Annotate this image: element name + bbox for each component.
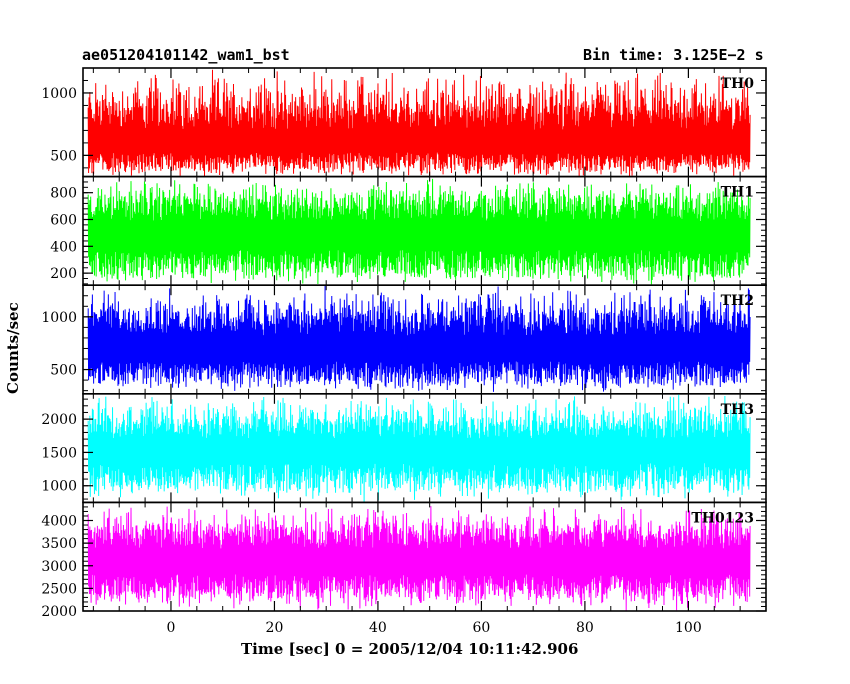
series-line-th0123: [87, 506, 751, 611]
x-tick-label: 0: [167, 620, 176, 636]
y-tick-label: 800: [50, 186, 77, 202]
x-axis-label: Time [sec] 0 = 2005/12/04 10:11:42.906: [241, 640, 579, 658]
panel-th1: 200 400 600 800 TH1: [50, 175, 767, 287]
panel-th0123: 2000 2500 3000 3500 4000 TH0123: [41, 501, 767, 620]
series-line-th3: [87, 394, 751, 503]
y-tick-label: 1000: [41, 86, 77, 102]
y-tick-label: 2500: [41, 581, 77, 597]
y-tick-label: 3000: [41, 559, 77, 575]
chart-title: ae051204101142_wam1_bst: [82, 46, 290, 64]
series-line-th1: [87, 178, 751, 285]
y-tick-label: 2000: [41, 412, 77, 428]
series-label-th0123: TH0123: [691, 510, 754, 526]
y-axis-label: Counts/sec: [4, 302, 22, 394]
y-tick-label: 500: [50, 363, 77, 379]
y-tick-label: 1000: [41, 479, 77, 495]
panel-th0: 500 1000 TH0: [41, 67, 767, 178]
x-tick-label: 60: [473, 620, 491, 636]
y-tick-label: 1500: [41, 445, 77, 461]
y-tick-label: 400: [50, 239, 77, 255]
y-tick-label: 500: [50, 148, 77, 164]
series-line-th2: [87, 285, 751, 392]
y-tick-label: 3500: [41, 536, 77, 552]
series-label-th1: TH1: [721, 185, 754, 201]
y-tick-label: 600: [50, 213, 77, 229]
y-tick-label: 1000: [41, 310, 77, 326]
x-tick-label: 100: [675, 620, 702, 636]
y-tick-label: 4000: [41, 514, 77, 530]
series-label-th2: TH2: [721, 293, 754, 309]
panel-th3: 1000 1500 2000 TH3: [41, 392, 767, 504]
series-label-th0: TH0: [721, 76, 755, 92]
x-tick-label: 20: [266, 620, 284, 636]
bin-time-label: Bin time: 3.125E−2 s: [583, 46, 764, 64]
y-tick-label: 200: [50, 266, 77, 282]
panel-th2: 500 1000 TH2: [41, 284, 767, 395]
y-tick-label: 2000: [41, 604, 77, 620]
x-tick-label: 40: [369, 620, 387, 636]
x-tick-label: 80: [576, 620, 594, 636]
series-label-th3: TH3: [721, 402, 754, 418]
series-line-th0: [87, 69, 751, 177]
